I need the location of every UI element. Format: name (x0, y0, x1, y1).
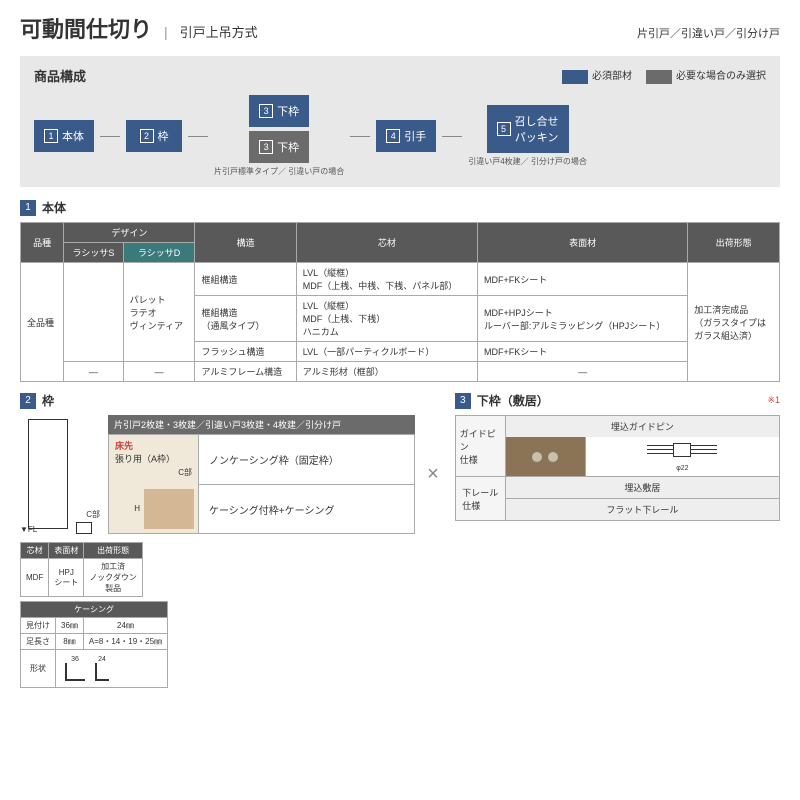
frame-left-cell: 床先張り用（A枠） C部 H (109, 435, 199, 533)
section-1-label: 1 本体 (20, 199, 780, 216)
composition-title: 商品構成 (34, 66, 86, 85)
door-diagram: ▼FL C部 (20, 415, 100, 534)
flow-box-3b: 3下枠 (249, 131, 309, 163)
sill-guidepin-header: 埋込ガイドピン (506, 416, 779, 437)
flow-box-5: 5召し合せ パッキン (487, 105, 569, 153)
legend: 必須部材 必要な場合のみ選択 (562, 67, 766, 83)
guidepin-drawing: φ22 (586, 437, 779, 476)
material-table: 芯材表面材出荷形態 MDF HPJ シート 加工済 ノックダウン 製品 (20, 542, 143, 597)
section-1-text: 本体 (42, 199, 66, 216)
section-3-label: 3 下枠（敷居） ※1 (455, 392, 780, 409)
legend-optional-label: 必要な場合のみ選択 (676, 71, 766, 82)
composition-panel: 商品構成 必須部材 必要な場合のみ選択 1本体 2枠 3下枠 3下枠 片引戸標準… (20, 56, 780, 187)
section-3-note: ※1 (767, 395, 780, 406)
section-1-num: 1 (20, 200, 36, 216)
section-2-text: 枠 (42, 392, 54, 409)
small-tables-row: 芯材表面材出荷形態 MDF HPJ シート 加工済 ノックダウン 製品 ケーシン… (20, 542, 780, 688)
frame-opt-2: ケーシング付枠+ケーシング (199, 485, 414, 534)
frame-options-table: 片引戸2枚建・3枚建／引違い戸3枚建・4枚建／引分け戸 床先張り用（A枠） C部… (108, 415, 415, 534)
section-3-text: 下枠（敷居） (477, 392, 549, 409)
multiply-icon: × (427, 463, 439, 486)
frame-table-header: 片引戸2枚建・3枚建／引違い戸3枚建・4枚建／引分け戸 (108, 415, 415, 434)
casing-table: ケーシング 見付け36㎜24㎜ 足長さ8㎜A=8・14・19・25㎜ 形状 36… (20, 601, 168, 688)
title-sub: 引戸上吊方式 (180, 22, 258, 41)
flow-box-1: 1本体 (34, 120, 94, 152)
sill-rail-label: 下レール 仕様 (456, 477, 506, 520)
body-spec-table: 品種 デザイン 構造 芯材 表面材 出荷形態 ラシッサS ラシッサD 全品種 パ… (20, 222, 780, 382)
page-header: 可動間仕切り | 引戸上吊方式 片引戸／引違い戸／引分け戸 (0, 0, 800, 52)
flow-box-2: 2枠 (126, 120, 182, 152)
flow-caption-5: 引違い戸4枚建／ 引分け戸の場合 (468, 157, 587, 167)
guidepin-photo (506, 437, 586, 476)
flow-caption-3: 片引戸標準タイプ／ 引違い戸の場合 (214, 167, 344, 177)
sill-rail-value: フラット下レール (506, 498, 779, 520)
title-separator: | (164, 24, 168, 40)
legend-required-swatch (562, 70, 588, 84)
flow-box-3a: 3下枠 (249, 95, 309, 127)
title-main: 可動間仕切り (20, 12, 152, 44)
title-right: 片引戸／引違い戸／引分け戸 (637, 25, 780, 41)
legend-required-label: 必須部材 (592, 71, 632, 82)
section-2-num: 2 (20, 393, 36, 409)
flow-diagram: 1本体 2枠 3下枠 3下枠 片引戸標準タイプ／ 引違い戸の場合 4引手 5召し… (34, 95, 766, 177)
frame-opt-1: ノンケーシング枠（固定枠） (199, 435, 414, 485)
section-2-label: 2 枠 (20, 392, 443, 409)
flow-box-4: 4引手 (376, 120, 436, 152)
c-label-bottom: C部 (86, 509, 100, 520)
section-3-num: 3 (455, 393, 471, 409)
fl-label: ▼FL (20, 525, 37, 534)
sill-guidepin-label: ガイドピン 仕様 (456, 416, 506, 476)
sill-rail-header: 埋込敷居 (506, 477, 779, 498)
sill-table: ガイドピン 仕様 埋込ガイドピン (455, 415, 780, 521)
shape-diagram: 36 24 (61, 652, 162, 685)
legend-optional-swatch (646, 70, 672, 84)
